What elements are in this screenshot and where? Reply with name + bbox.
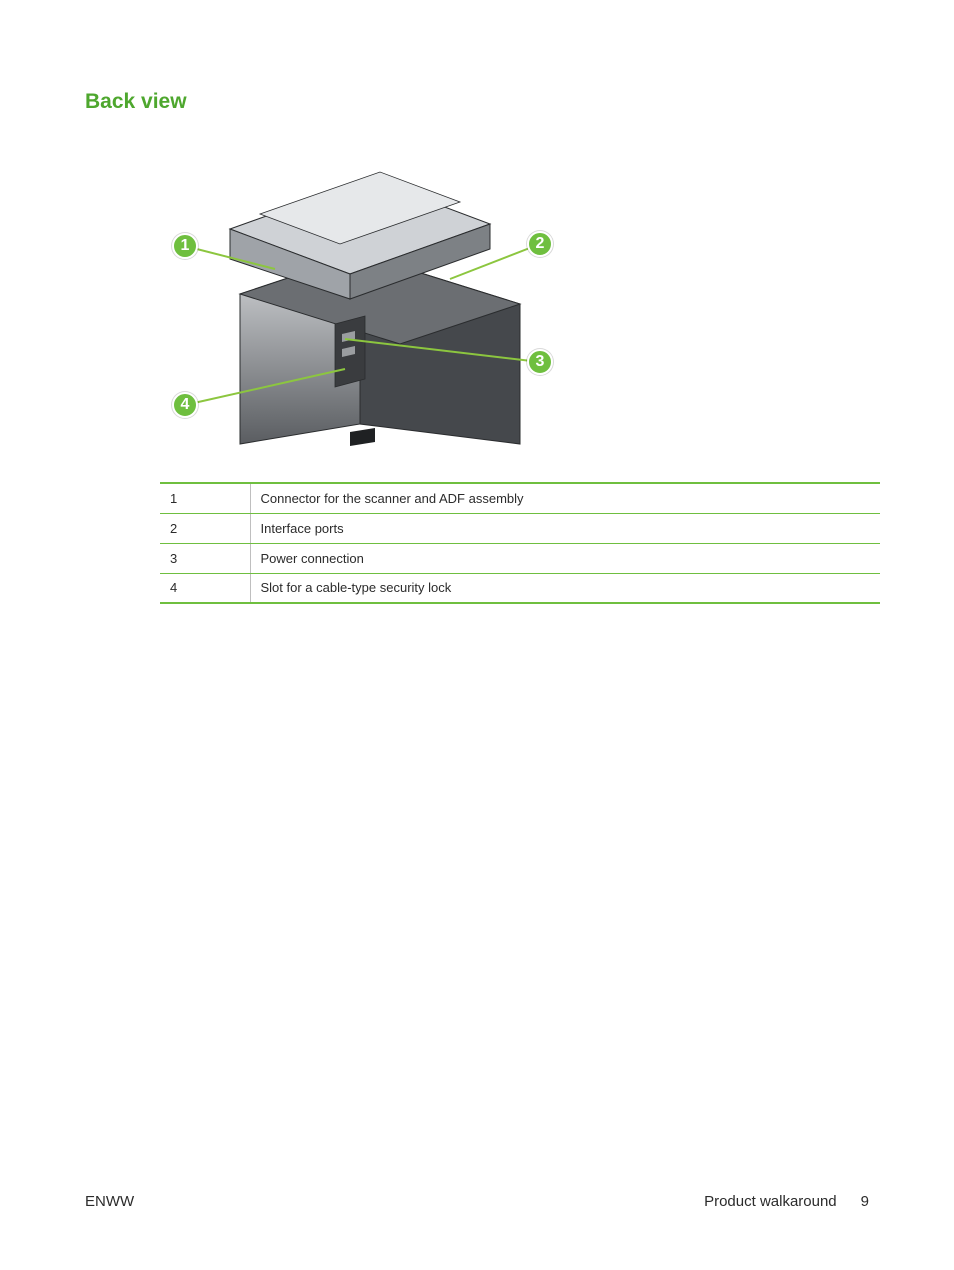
legend-row-number: 4 xyxy=(160,573,250,603)
section-heading: Back view xyxy=(85,90,869,114)
legend-row: 4Slot for a cable-type security lock xyxy=(160,573,880,603)
legend-row-number: 3 xyxy=(160,543,250,573)
printer-back-view-figure: 1 2 3 4 xyxy=(160,144,560,464)
printer-illustration-svg xyxy=(160,144,560,464)
legend-row: 2Interface ports xyxy=(160,513,880,543)
footer-section: Product walkaround xyxy=(704,1193,837,1210)
legend-row-desc: Interface ports xyxy=(250,513,880,543)
page: Back view 1234 1Connector for the scanne… xyxy=(0,0,954,1270)
legend-table: 1Connector for the scanner and ADF assem… xyxy=(160,482,880,604)
page-footer: ENWW Product walkaround 9 xyxy=(85,1193,869,1210)
legend-row-desc: Slot for a cable-type security lock xyxy=(250,573,880,603)
figure-container: 1 2 3 4 xyxy=(160,144,869,464)
callout-badge-4: 4 xyxy=(172,392,198,418)
legend-row-number: 2 xyxy=(160,513,250,543)
footer-page-number: 9 xyxy=(861,1193,869,1210)
legend-row-desc: Power connection xyxy=(250,543,880,573)
legend-row-desc: Connector for the scanner and ADF assemb… xyxy=(250,483,880,513)
legend-row: 3Power connection xyxy=(160,543,880,573)
callout-badge-2: 2 xyxy=(527,231,553,257)
legend-row-number: 1 xyxy=(160,483,250,513)
footer-left: ENWW xyxy=(85,1193,134,1210)
legend-row: 1Connector for the scanner and ADF assem… xyxy=(160,483,880,513)
callout-badge-1: 1 xyxy=(172,233,198,259)
callout-badge-3: 3 xyxy=(527,349,553,375)
